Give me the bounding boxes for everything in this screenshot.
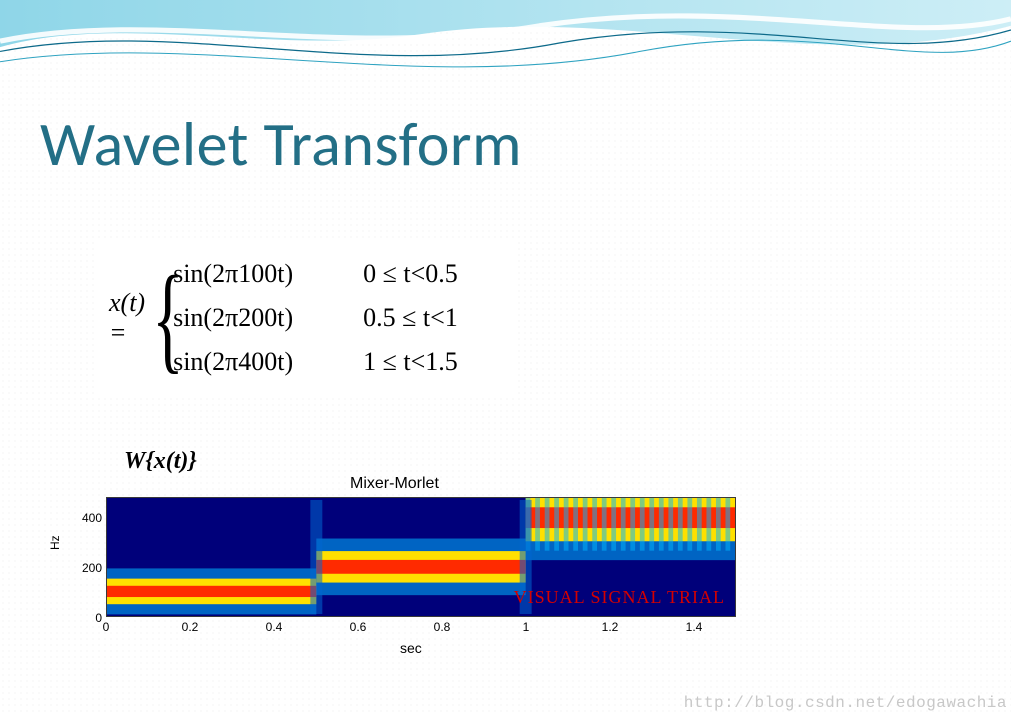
formula-cond: 1 ≤ t<1.5 bbox=[363, 347, 523, 377]
formula-lhs: x(t) = bbox=[109, 288, 151, 348]
chart-title: Mixer-Morlet bbox=[350, 475, 439, 493]
formula-expr: sin(2π400t) bbox=[173, 347, 363, 377]
formula-rows: sin(2π100t) 0 ≤ t<0.5 sin(2π200t) 0.5 ≤ … bbox=[173, 259, 523, 377]
formula-row: sin(2π400t) 1 ≤ t<1.5 bbox=[173, 347, 523, 377]
formula-expr: sin(2π200t) bbox=[173, 303, 363, 333]
x-axis: 00.20.40.60.811.21.4 bbox=[106, 620, 736, 636]
chart-annotation: W{x(t)} bbox=[124, 448, 197, 475]
formula-cond: 0 ≤ t<0.5 bbox=[363, 259, 523, 289]
formula-row: sin(2π200t) 0.5 ≤ t<1 bbox=[173, 303, 523, 333]
x-axis-label: sec bbox=[400, 640, 422, 656]
formula-brace: { bbox=[151, 264, 163, 372]
spectrogram-plot: VISUAL SIGNAL TRIAL bbox=[106, 497, 736, 617]
chart-overlay-text: VISUAL SIGNAL TRIAL bbox=[514, 587, 725, 608]
watermark-url: http://blog.csdn.net/edogawachia bbox=[684, 694, 1007, 712]
y-axis-label: Hz bbox=[48, 535, 62, 550]
formula-expr: sin(2π100t) bbox=[173, 259, 363, 289]
formula-row: sin(2π100t) 0 ≤ t<0.5 bbox=[173, 259, 523, 289]
formula-cond: 0.5 ≤ t<1 bbox=[363, 303, 523, 333]
piecewise-formula: x(t) = { sin(2π100t) 0 ≤ t<0.5 sin(2π200… bbox=[95, 238, 515, 398]
header-wave-decor bbox=[0, 0, 1011, 120]
y-axis: 0200400 bbox=[62, 490, 106, 620]
slide-title: Wavelet Transform bbox=[40, 106, 522, 182]
